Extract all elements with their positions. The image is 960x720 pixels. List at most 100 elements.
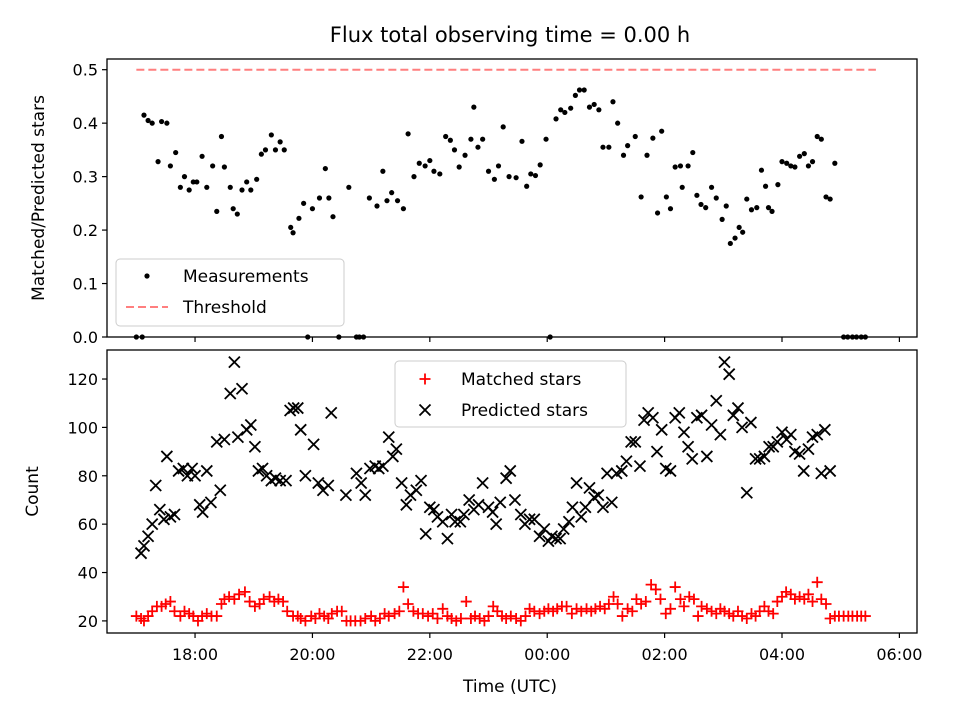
- measurement-point: [606, 144, 612, 150]
- measurement-point: [667, 206, 674, 212]
- matched-stars-point: [824, 612, 836, 624]
- predicted-stars-point: [633, 459, 647, 473]
- predicted-stars-point: [695, 409, 708, 422]
- measurement-point: [690, 149, 696, 156]
- legend-predicted-marker: [418, 403, 432, 417]
- measurement-point: [462, 152, 468, 158]
- measurement-point: [186, 187, 192, 193]
- measurement-point: [713, 195, 719, 201]
- measurement-point: [248, 187, 254, 193]
- predicted-stars-point: [231, 430, 245, 444]
- measurement-point: [744, 196, 750, 202]
- predicted-stars-point: [414, 474, 428, 487]
- measurement-point: [400, 206, 407, 212]
- predicted-stars-point: [570, 476, 583, 490]
- measurement-point: [500, 124, 506, 130]
- predicted-stars-point: [472, 498, 485, 511]
- measurement-point: [155, 159, 161, 165]
- matched-stars-point: [146, 605, 158, 617]
- measurement-point: [133, 334, 139, 340]
- measurement-point: [374, 203, 380, 209]
- predicted-stars-point: [533, 530, 546, 543]
- measurement-point: [650, 135, 656, 141]
- predicted-stars-point: [600, 467, 614, 480]
- predicted-stars-point: [244, 418, 257, 432]
- matched-stars-point: [244, 596, 256, 608]
- matched-stars-point: [201, 608, 213, 620]
- matched-stars-point: [474, 612, 486, 624]
- predicted-stars-point: [823, 464, 837, 478]
- measurement-point: [537, 162, 543, 168]
- predicted-stars-point: [486, 505, 499, 519]
- matched-stars-point: [701, 603, 713, 615]
- measurement-point: [451, 147, 458, 153]
- matched-stars-point: [427, 608, 439, 620]
- predicted-stars-point: [583, 481, 596, 495]
- matched-stars-point: [815, 593, 827, 605]
- measurement-point: [528, 171, 534, 177]
- predicted-stars-point: [410, 484, 423, 497]
- top-legend: Measurements Threshold: [115, 258, 345, 327]
- predicted-stars-point: [325, 406, 338, 420]
- matched-stars-point: [650, 583, 662, 595]
- predicted-stars-point: [188, 469, 202, 482]
- predicted-stars-point: [802, 443, 815, 456]
- predicted-stars-point: [350, 467, 363, 480]
- predicted-stars-point: [299, 469, 312, 482]
- predicted-stars-point: [815, 467, 828, 480]
- matched-stars-point: [616, 610, 628, 622]
- predicted-stars-point: [731, 401, 745, 415]
- predicted-stars-point: [700, 450, 714, 463]
- predicted-stars-point: [355, 476, 368, 490]
- bottom-y-axis-label: Count: [23, 466, 43, 517]
- measurement-point: [230, 206, 236, 212]
- x-tick-label: 00:00: [524, 645, 570, 664]
- matched-stars-point: [811, 576, 823, 588]
- matched-stars-point: [228, 593, 240, 605]
- predicted-stars-point: [193, 498, 206, 511]
- measurement-point: [431, 168, 437, 174]
- predicted-stars-point: [664, 464, 677, 478]
- measurement-point: [775, 182, 781, 188]
- measurement-point: [145, 117, 151, 124]
- measurement-point: [258, 151, 264, 157]
- predicted-stars-point: [673, 406, 686, 420]
- matched-stars-point: [397, 581, 409, 593]
- predicted-stars-point: [557, 522, 570, 536]
- measurement-point: [437, 171, 443, 177]
- matched-stars-point: [571, 603, 583, 615]
- predicted-stars-point: [279, 474, 293, 487]
- bottom-y-tick-label: 80: [78, 467, 98, 486]
- measurement-point: [346, 184, 352, 190]
- predicted-stars-point: [454, 515, 467, 528]
- predicted-stars-point: [294, 423, 307, 436]
- measurement-point: [194, 179, 200, 185]
- predicted-stars-point: [436, 515, 449, 528]
- matched-stars-point: [281, 605, 293, 617]
- predicted-stars-point: [499, 472, 513, 485]
- measurement-point: [506, 174, 512, 180]
- matched-stars-point: [389, 608, 401, 620]
- matched-stars-point: [407, 605, 419, 617]
- measurement-point: [513, 175, 519, 181]
- matched-stars-point: [802, 588, 814, 600]
- measurement-point: [769, 208, 775, 214]
- predicted-stars-point: [723, 368, 736, 381]
- measurement-point: [638, 194, 644, 200]
- predicted-stars-point: [210, 435, 223, 449]
- measurement-point: [758, 167, 765, 173]
- measurement-point: [181, 174, 188, 180]
- measurement-point: [672, 164, 678, 170]
- predicted-stars-point: [681, 440, 695, 453]
- matched-stars-point: [417, 608, 429, 620]
- predicted-stars-point: [620, 455, 633, 468]
- measurement-point: [268, 132, 274, 138]
- predicted-stars-point: [274, 474, 287, 487]
- predicted-stars-point: [629, 435, 642, 449]
- matched-stars-point: [218, 593, 230, 605]
- predicted-stars-point: [605, 496, 618, 509]
- measurement-point: [316, 195, 323, 201]
- measurement-point: [288, 224, 294, 231]
- measurement-point: [214, 208, 220, 214]
- predicted-stars-point: [744, 416, 758, 429]
